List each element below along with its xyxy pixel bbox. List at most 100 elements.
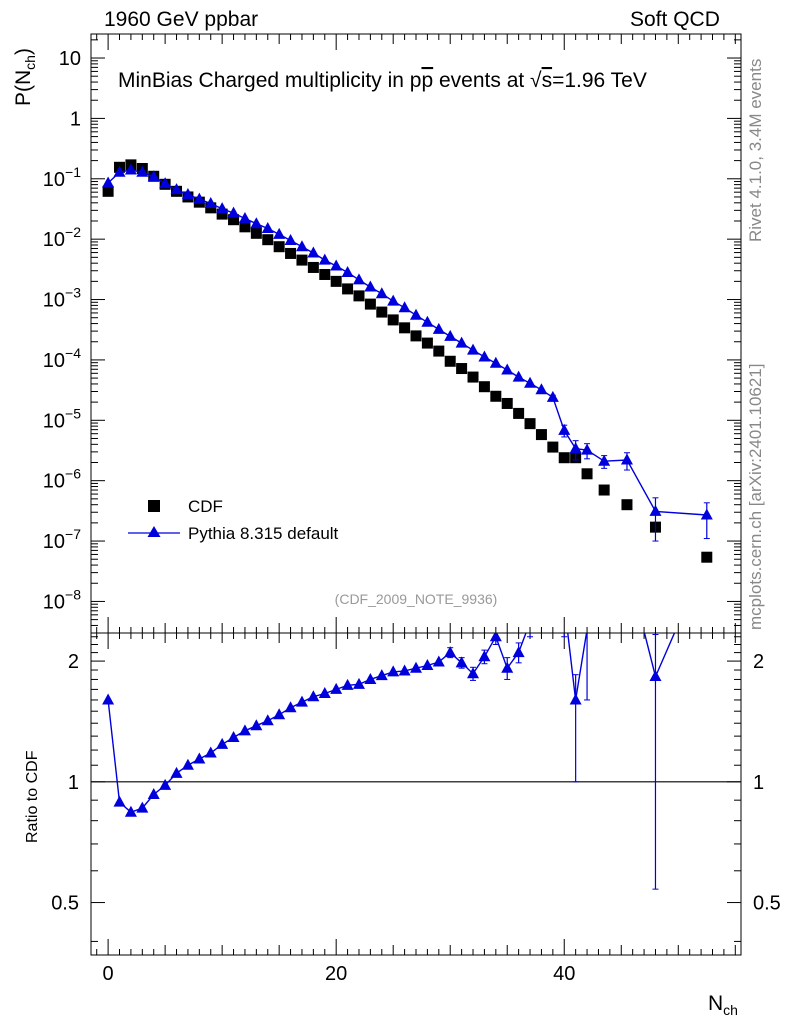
pythia-data-point: [102, 176, 115, 188]
y-tick-label: 1: [70, 108, 81, 130]
ratio-panel-frame: [90, 632, 742, 956]
ratio-data-point: [273, 708, 286, 720]
ratio-data-point: [352, 677, 365, 689]
ratio-axes: 0 20 40 0.5 0.5 1 1 2 2: [51, 633, 781, 985]
ratio-data-point: [227, 730, 240, 742]
pythia-data-point: [700, 508, 713, 520]
ratio-data-point: [421, 658, 434, 670]
cdf-data-point: [285, 247, 297, 259]
x-tick-label: 40: [553, 963, 575, 985]
ratio-data-point: [147, 787, 160, 799]
pythia-data-point: [620, 453, 633, 465]
cdf-data-point: [228, 214, 240, 226]
pythia-data-point: [352, 273, 365, 285]
pbar: p: [421, 69, 433, 92]
ratio-data-point: [444, 646, 457, 658]
ratio-data-point: [375, 669, 388, 681]
cdf-data-point: [250, 227, 262, 239]
pythia-data-point: [375, 287, 388, 299]
cdf-data-point: [456, 363, 468, 375]
pythia-data-point: [193, 192, 206, 204]
ratio-data-point: [341, 678, 354, 690]
cdf-data-point: [387, 314, 399, 326]
ratio-data-point: [501, 661, 514, 673]
cdf-data-point: [513, 407, 525, 419]
ratio-y-tick-label: 0.5: [51, 893, 79, 915]
ratio-data-point: [250, 719, 263, 731]
y-axis-label-main: P(Nch): [12, 48, 38, 106]
cdf-data-point: [353, 290, 365, 302]
ratio-data-point: [489, 633, 502, 642]
pythia-data-point: [598, 454, 611, 466]
ratio-data-point: [113, 795, 126, 807]
cdf-data-point: [307, 261, 319, 273]
pythia-data-point: [307, 246, 320, 258]
cdf-data-point: [701, 551, 713, 563]
cdf-data-point: [524, 418, 536, 430]
mcplots-label: mcplots.cern.ch [arXiv:2401.10621]: [746, 363, 765, 630]
cdf-data-point: [421, 337, 433, 349]
ratio-data-point: [467, 667, 480, 679]
pythia-data-point: [330, 259, 343, 271]
pythia-data-point: [512, 370, 525, 382]
ratio-data-point: [410, 661, 422, 673]
ratio-y-tick-label-right: 2: [753, 651, 764, 673]
ratio-y-tick-label-right: 0.5: [753, 893, 781, 915]
cdf-data-point: [239, 221, 251, 233]
legend-mc-label: Pythia 8.315 default: [188, 524, 339, 543]
ratio-y-tick-label-right: 1: [753, 772, 764, 794]
ratio-data-point: [170, 766, 183, 778]
pythia-data-point: [227, 206, 240, 218]
header-left: 1960 GeV ppbar: [104, 8, 259, 31]
ratio-data-point: [124, 805, 137, 817]
cdf-data-point: [342, 283, 354, 295]
cdf-data-point: [547, 441, 559, 453]
pythia-data-point: [124, 163, 137, 175]
ratio-data-point: [193, 752, 206, 764]
x-tick-label: 0: [103, 963, 114, 985]
y-tick-label: 10−3: [43, 285, 81, 312]
pythia-data-point: [284, 234, 297, 246]
y-tick-label: 10−4: [43, 345, 81, 372]
pythia-data-point: [455, 336, 468, 348]
pythia-data-point: [159, 177, 172, 189]
pythia-data-point: [273, 227, 286, 239]
pythia-line: [107, 169, 707, 516]
main-axes: 10−8 10−7 10−6 10−5 10−4 10−3 10−2 10−1 1 10: [43, 34, 741, 633]
cdf-data-point: [535, 429, 547, 441]
ratio-data-point: [387, 665, 400, 677]
cdf-data-point: [598, 484, 610, 496]
x-tick-label: 20: [325, 963, 347, 985]
ratio-data-point: [455, 656, 468, 668]
y-tick-label: 10−7: [43, 526, 81, 553]
pythia-data-point: [364, 280, 377, 292]
cdf-data-point: [102, 185, 114, 197]
ratio-data-point: [284, 701, 297, 713]
y-tick-label: 10−8: [43, 586, 81, 613]
pythia-data-point: [569, 442, 582, 454]
pythia-data-point: [216, 202, 229, 214]
pythia-data-point: [478, 350, 491, 362]
y-tick-label: 10: [59, 48, 81, 70]
cdf-data-point: [376, 306, 388, 318]
cdf-data-point: [444, 355, 456, 367]
legend-data-label: CDF: [188, 497, 223, 516]
cdf-data-point: [262, 234, 274, 246]
cdf-data-point: [296, 254, 308, 266]
ratio-data-point: [307, 690, 320, 702]
cdf-data-point: [478, 381, 490, 393]
analysis-tag: (CDF_2009_NOTE_9936): [335, 591, 498, 607]
pythia-data-point: [147, 170, 160, 182]
pythia-data-point: [318, 253, 331, 265]
cdf-data-point: [319, 268, 331, 280]
pythia-data-point: [181, 187, 194, 199]
cdf-data-point: [621, 499, 633, 511]
ratio-data: [102, 633, 676, 890]
pythia-data-point: [558, 423, 571, 435]
ratio-data-point: [181, 758, 194, 770]
cdf-data-point: [581, 468, 593, 480]
ratio-data-point: [398, 664, 411, 676]
legend: CDF Pythia 8.315 default: [128, 497, 339, 543]
ratio-data-point: [204, 746, 217, 758]
ratio-data-point: [478, 650, 491, 662]
